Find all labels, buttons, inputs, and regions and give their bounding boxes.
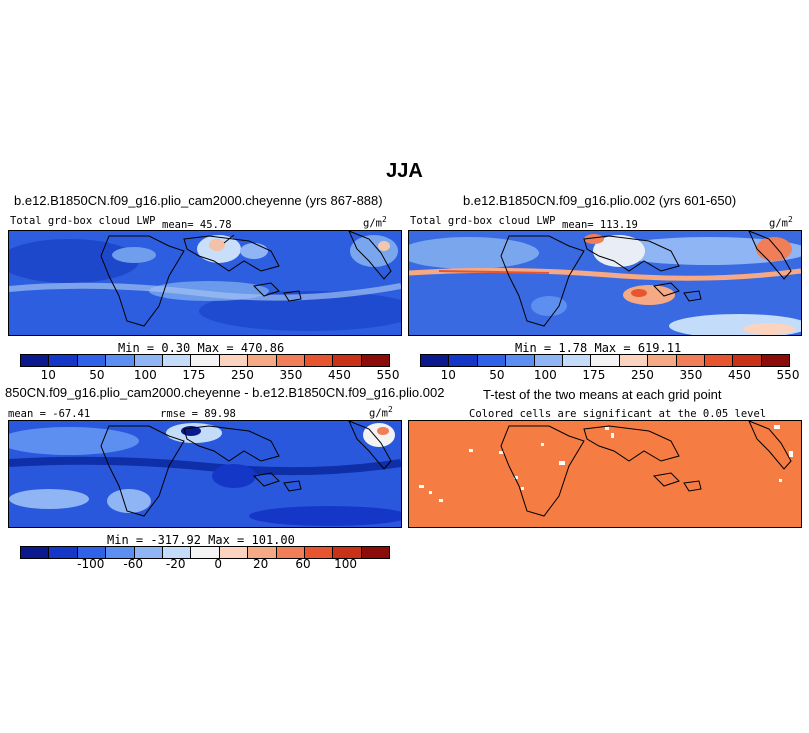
colorbar-b <box>420 354 790 367</box>
colorbar-swatch <box>619 355 649 366</box>
colorbar-tick-label: 450 <box>328 368 351 382</box>
colorbar-tick-label: 350 <box>279 368 303 382</box>
colorbar-a <box>20 354 390 367</box>
panel-b-variable: Total grd-box cloud LWP <box>410 215 556 227</box>
panel-b-minmax: Min = 1.78 Max = 619.11 <box>515 341 682 355</box>
panel-b-title: b.e12.B1850CN.f09_g16.plio.002 (yrs 601-… <box>463 193 737 208</box>
colorbar-swatch <box>106 355 135 366</box>
panel-a-map <box>8 230 402 336</box>
colorbar-swatch <box>704 355 734 366</box>
colorbar-swatch <box>134 355 163 366</box>
colorbar-swatch <box>276 355 305 366</box>
panel-c-units: g/m2 <box>369 405 393 420</box>
colorbar-tick-label: 250 <box>630 368 654 382</box>
colorbar-tick-label: 10 <box>40 368 56 382</box>
colorbar-tick-label: 550 <box>776 368 800 382</box>
colorbar-swatch <box>676 355 705 366</box>
panel-a-units: g/m2 <box>363 215 387 230</box>
colorbar-swatch <box>191 547 220 558</box>
panel-c-title: 850CN.f09_g16.plio_cam2000.cheyenne - b.… <box>5 385 445 400</box>
colorbar-swatch <box>733 355 762 366</box>
colorbar-swatch <box>77 355 107 366</box>
colorbar-swatch <box>162 547 192 558</box>
colorbar-tick-label: 550 <box>376 368 400 382</box>
colorbar-tick-label: -100 <box>77 557 105 571</box>
colorbar-tick-label: 20 <box>252 557 269 571</box>
colorbar-tick-label: 50 <box>89 368 105 382</box>
colorbar-swatch <box>361 547 390 558</box>
colorbar-swatch <box>106 547 135 558</box>
panel-a-minmax: Min = 0.30 Max = 470.86 <box>118 341 285 355</box>
colorbar-swatch <box>333 355 362 366</box>
colorbar-swatch <box>648 355 677 366</box>
colorbar-swatch <box>361 355 390 366</box>
colorbar-swatch <box>49 355 78 366</box>
panel-a-mean: mean= 45.78 <box>162 219 232 231</box>
colorbar-b-ticks: 10 50 100 175 250 350 450 550 <box>420 368 800 384</box>
colorbar-tick-label: 10 <box>440 368 456 382</box>
panel-d-title: T-test of the two means at each grid poi… <box>483 387 722 402</box>
colorbar-swatch <box>449 355 478 366</box>
colorbar-c <box>20 546 390 559</box>
colorbar-swatch <box>134 547 163 558</box>
panel-d-map <box>408 420 802 528</box>
colorbar-tick-label: 250 <box>230 368 254 382</box>
colorbar-swatch <box>21 547 50 558</box>
panel-a-variable: Total grd-box cloud LWP <box>10 215 156 227</box>
colorbar-swatch <box>562 355 592 366</box>
colorbar-swatch <box>591 355 620 366</box>
colorbar-tick-label: -20 <box>165 557 186 571</box>
colorbar-swatch <box>333 547 362 558</box>
colorbar-swatch <box>21 355 50 366</box>
colorbar-tick-label: 50 <box>489 368 505 382</box>
colorbar-tick-label: 450 <box>728 368 751 382</box>
colorbar-swatch <box>761 355 790 366</box>
colorbar-swatch <box>49 547 78 558</box>
colorbar-tick-label: 175 <box>182 368 206 382</box>
panel-c-mean: mean = -67.41 <box>8 408 91 420</box>
panel-c-map <box>8 420 402 528</box>
colorbar-swatch <box>162 355 192 366</box>
colorbar-tick-label: 100 <box>533 368 557 382</box>
colorbar-swatch <box>304 355 334 366</box>
colorbar-tick-label: 0 <box>214 557 222 571</box>
colorbar-swatch <box>248 547 277 558</box>
colorbar-swatch <box>534 355 563 366</box>
panel-a-title: b.e12.B1850CN.f09_g16.plio_cam2000.cheye… <box>14 193 383 208</box>
panel-b-mean: mean= 113.19 <box>562 219 638 231</box>
colorbar-tick-label: 175 <box>582 368 606 382</box>
figure-title: JJA <box>386 160 423 182</box>
colorbar-tick-label: 60 <box>295 557 311 571</box>
panel-b-units: g/m2 <box>769 215 793 230</box>
colorbar-tick-label: 100 <box>334 557 357 571</box>
colorbar-swatch <box>248 355 277 366</box>
colorbar-tick-label: -60 <box>123 557 144 571</box>
panel-b-map <box>408 230 802 336</box>
colorbar-swatch <box>77 547 107 558</box>
panel-d-subtitle: Colored cells are significant at the 0.0… <box>469 408 767 420</box>
colorbar-swatch <box>191 355 220 366</box>
colorbar-swatch <box>276 547 305 558</box>
colorbar-tick-label: 350 <box>679 368 703 382</box>
panel-c-rmse: rmse = 89.98 <box>160 408 236 420</box>
colorbar-swatch <box>506 355 535 366</box>
colorbar-c-ticks: -100 -60 -20 0 20 60 100 <box>20 557 388 573</box>
colorbar-swatch <box>477 355 507 366</box>
colorbar-tick-label: 100 <box>133 368 157 382</box>
colorbar-swatch <box>219 547 249 558</box>
colorbar-swatch <box>304 547 334 558</box>
colorbar-swatch <box>421 355 450 366</box>
panel-c-minmax: Min = -317.92 Max = 101.00 <box>107 533 295 547</box>
colorbar-swatch <box>219 355 249 366</box>
colorbar-a-ticks: 10 50 100 175 250 350 450 550 <box>20 368 400 384</box>
